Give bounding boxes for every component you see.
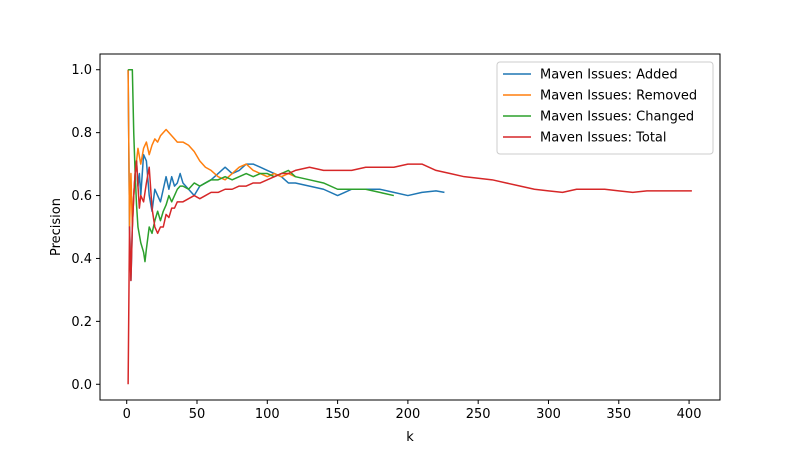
legend-box — [496, 61, 714, 155]
x-tick-label: 0 — [123, 407, 131, 422]
y-tick-label: 0.8 — [71, 126, 92, 141]
x-tick-label: 250 — [466, 407, 491, 422]
series-line-1 — [127, 69, 445, 282]
x-tick-label: 400 — [677, 407, 702, 422]
x-tick-label: 100 — [255, 407, 280, 422]
x-tick-label: 50 — [189, 407, 206, 422]
y-tick-label: 0.4 — [71, 252, 92, 267]
x-tick-label: 300 — [536, 407, 561, 422]
x-axis-label: k — [406, 430, 414, 445]
series-line-3 — [128, 68, 394, 263]
legend-label: Maven Issues: Changed — [540, 110, 694, 125]
legend-label: Maven Issues: Added — [540, 68, 678, 83]
y-axis-label: Precision — [49, 198, 64, 256]
legend-label: Maven Issues: Removed — [540, 89, 697, 104]
x-tick-label: 150 — [325, 407, 350, 422]
x-tick-label: 350 — [606, 407, 631, 422]
plot-frame — [99, 53, 721, 401]
y-axis-ticks: 0.0 0.2 0.4 0.6 0.8 1.0 — [71, 63, 100, 393]
y-tick-label: 0.6 — [71, 189, 92, 204]
legend: Maven Issues: Added Maven Issues: Removed… — [496, 61, 714, 155]
y-tick-label: 0.0 — [71, 378, 92, 393]
legend-label: Maven Issues: Total — [540, 131, 667, 146]
x-axis-ticks: 0 50 100 150 200 250 300 350 400 — [123, 400, 702, 422]
y-tick-label: 1.0 — [71, 63, 92, 78]
series-layer — [127, 68, 692, 385]
series-line-2 — [127, 69, 296, 228]
y-tick-label: 0.2 — [71, 315, 92, 330]
series-line-4 — [127, 160, 692, 385]
x-tick-label: 200 — [395, 407, 420, 422]
